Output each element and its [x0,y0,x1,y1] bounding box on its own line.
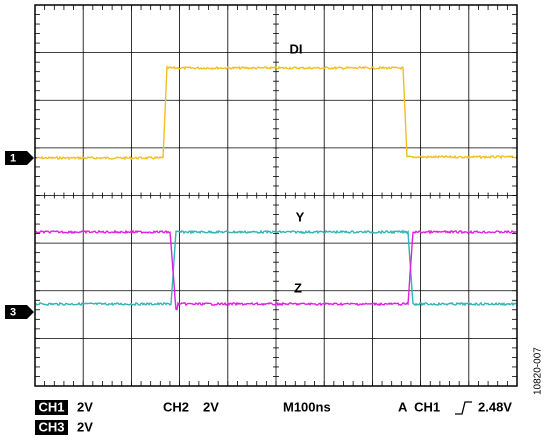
screen-border [34,4,518,387]
channel-badge [35,420,68,435]
waveform [35,229,517,307]
marker-label: 3 [10,306,16,318]
status-text: CH3 [38,419,64,434]
status-text: 2V [203,399,219,414]
figure-id: 10820-007 [533,347,544,395]
waveform [35,64,517,161]
trace-label: Y [296,209,305,224]
status-text: CH1 [38,399,64,414]
status-text: M100ns [283,399,331,414]
trigger-edge-icon [455,401,472,415]
trace-label: Z [294,280,302,295]
marker-label: 1 [10,152,16,164]
status-text: 2V [77,399,93,414]
channel-marker: 3 [5,305,34,319]
channel-marker: 1 [5,151,34,165]
traces [35,64,517,311]
status-text: 2V [77,419,93,434]
waveform [35,229,517,311]
channel-badge [35,400,68,415]
status-text: A CH1 [398,399,440,414]
status-text: 2.48V [478,399,512,414]
trace-label: DI [290,41,303,56]
status-text: CH2 [163,399,189,414]
graticule [35,5,517,386]
